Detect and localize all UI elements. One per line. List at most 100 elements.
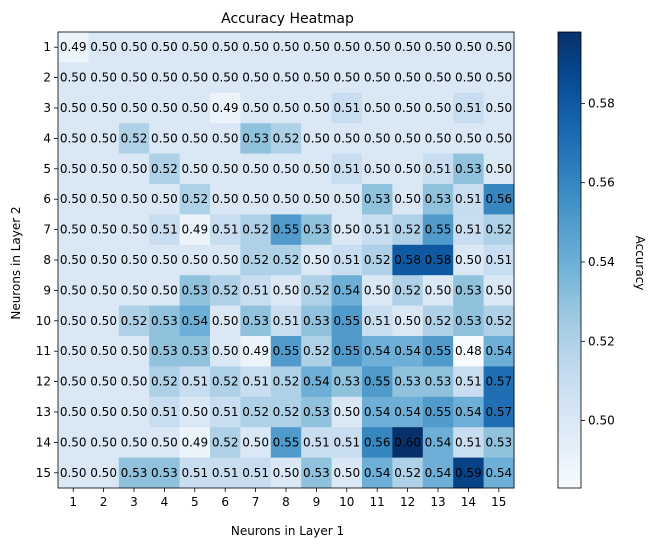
heatmap-cell xyxy=(483,366,515,398)
cell-value-label: 0.49 xyxy=(181,223,208,237)
cell-value-label: 0.51 xyxy=(333,101,360,115)
y-tick-label: 5 xyxy=(43,162,51,176)
heatmap-cell xyxy=(392,62,424,94)
heatmap-cell xyxy=(453,32,485,63)
heatmap-cell xyxy=(88,92,120,124)
cell-value-label: 0.50 xyxy=(212,40,239,54)
cell-value-label: 0.50 xyxy=(333,131,360,145)
colorbar-tick-label: 0.52 xyxy=(588,334,615,348)
cell-value-label: 0.50 xyxy=(212,253,239,267)
heatmap-cell xyxy=(331,396,363,428)
cell-value-label: 0.51 xyxy=(242,375,269,389)
heatmap-cell xyxy=(179,305,211,337)
cell-value-label: 0.50 xyxy=(90,405,117,419)
heatmap-cell xyxy=(331,366,363,398)
heatmap-cell xyxy=(483,244,515,276)
heatmap-cell xyxy=(453,214,485,246)
cell-value-label: 0.50 xyxy=(485,101,512,115)
cell-value-label: 0.50 xyxy=(121,253,148,267)
cell-value-label: 0.51 xyxy=(242,466,269,480)
cell-value-label: 0.50 xyxy=(273,101,300,115)
heatmap-cell xyxy=(362,366,393,398)
heatmap-cell xyxy=(301,184,333,215)
heatmap-cell xyxy=(240,305,272,337)
heatmap-cell xyxy=(149,244,181,276)
heatmap-cell xyxy=(301,153,333,185)
cell-value-label: 0.55 xyxy=(273,435,300,449)
cell-value-label: 0.50 xyxy=(364,283,391,297)
heatmap-cell xyxy=(392,184,424,215)
heatmap-cell xyxy=(88,244,120,276)
heatmap-cell xyxy=(422,62,454,94)
heatmap-cell xyxy=(453,123,485,155)
heatmap-cell xyxy=(453,62,485,94)
heatmap-cell xyxy=(179,32,211,63)
heatmap-cell xyxy=(240,123,272,155)
cell-value-label: 0.50 xyxy=(60,405,87,419)
heatmap-cell xyxy=(453,275,485,307)
heatmap-cell xyxy=(149,123,181,155)
heatmap-cell xyxy=(331,244,363,276)
cell-value-label: 0.50 xyxy=(60,192,87,206)
cell-value-label: 0.50 xyxy=(303,101,330,115)
heatmap-cell xyxy=(422,153,454,185)
cell-value-label: 0.59 xyxy=(455,466,482,480)
cell-value-label: 0.50 xyxy=(425,40,452,54)
heatmap-cell xyxy=(149,305,181,337)
cell-value-label: 0.50 xyxy=(60,71,87,85)
cell-value-label: 0.50 xyxy=(394,40,421,54)
heatmap-cell xyxy=(118,32,150,63)
cell-value-label: 0.50 xyxy=(121,101,148,115)
heatmap-cell xyxy=(362,275,393,307)
cell-value-label: 0.51 xyxy=(273,314,300,328)
x-tick-label: 9 xyxy=(313,495,321,509)
heatmap-cell xyxy=(179,457,211,489)
cell-value-label: 0.51 xyxy=(181,375,208,389)
colorbar-gradient xyxy=(557,31,582,489)
heatmap-cell xyxy=(210,396,241,428)
heatmap-cell xyxy=(240,457,272,489)
heatmap-cell xyxy=(118,184,150,215)
x-tick-label: 13 xyxy=(430,495,445,509)
heatmap-cell xyxy=(179,153,211,185)
heatmap-cell xyxy=(58,153,89,185)
cell-value-label: 0.54 xyxy=(364,405,391,419)
cell-value-label: 0.50 xyxy=(60,162,87,176)
cell-value-label: 0.50 xyxy=(394,162,421,176)
cell-value-label: 0.50 xyxy=(273,283,300,297)
cell-value-label: 0.50 xyxy=(181,40,208,54)
heatmap-cell xyxy=(58,184,89,215)
heatmap-cell xyxy=(240,214,272,246)
heatmap-cell xyxy=(392,427,424,459)
heatmap-cell xyxy=(483,62,515,94)
heatmap-cell xyxy=(88,123,120,155)
heatmap-cell xyxy=(270,62,302,94)
heatmap-cell xyxy=(118,92,150,124)
heatmap-cell xyxy=(362,214,393,246)
cell-value-label: 0.52 xyxy=(303,344,330,358)
y-tick-label: 1 xyxy=(43,40,51,54)
heatmap-cell xyxy=(392,92,424,124)
heatmap-cell xyxy=(88,336,120,367)
heatmap-cell xyxy=(483,396,515,428)
heatmap-cell xyxy=(179,123,211,155)
cell-value-label: 0.50 xyxy=(181,405,208,419)
heatmap-cell xyxy=(483,214,515,246)
x-tick-label: 14 xyxy=(461,495,476,509)
cell-value-label: 0.54 xyxy=(394,405,421,419)
cell-value-label: 0.50 xyxy=(425,283,452,297)
cell-value-label: 0.52 xyxy=(151,375,178,389)
heatmap-cell xyxy=(149,396,181,428)
heatmap-cell xyxy=(88,184,120,215)
heatmap-cell xyxy=(362,62,393,94)
cell-value-label: 0.50 xyxy=(90,71,117,85)
cell-value-label: 0.50 xyxy=(60,101,87,115)
heatmap-cell xyxy=(270,336,302,367)
cell-value-label: 0.53 xyxy=(181,344,208,358)
cell-value-label: 0.50 xyxy=(333,223,360,237)
heatmap-cell xyxy=(240,244,272,276)
cell-value-label: 0.50 xyxy=(121,344,148,358)
cell-value-label: 0.50 xyxy=(151,101,178,115)
heatmap-cell xyxy=(210,275,241,307)
heatmap-cell xyxy=(453,396,485,428)
